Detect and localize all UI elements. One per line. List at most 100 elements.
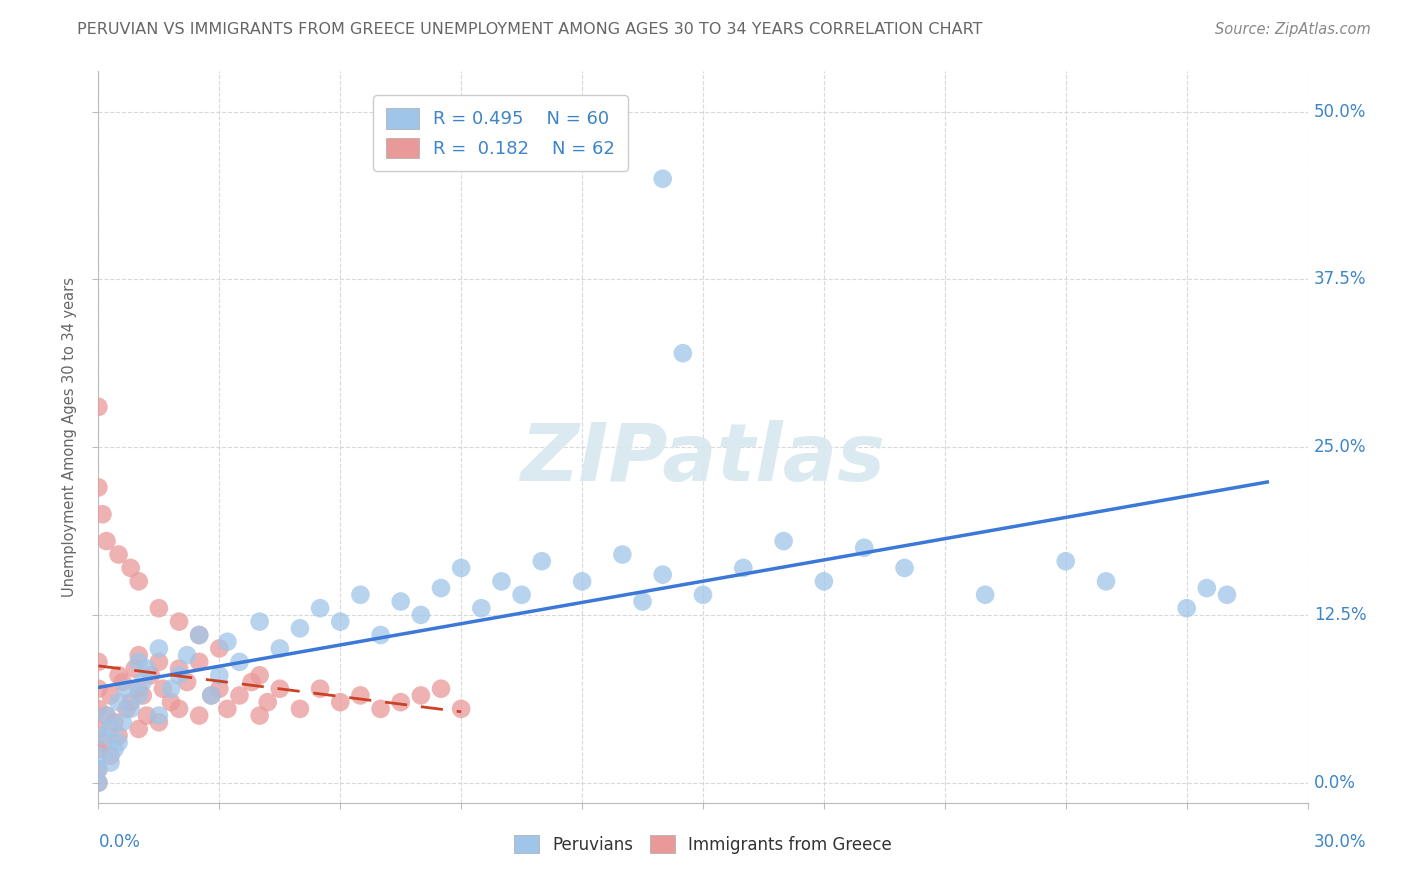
Point	[115, 702, 138, 716]
Point	[249, 668, 271, 682]
Point	[389, 695, 412, 709]
Text: ZIPatlas: ZIPatlas	[520, 420, 886, 498]
Text: 12.5%: 12.5%	[1313, 606, 1367, 624]
Point	[188, 655, 211, 669]
Point	[256, 695, 278, 709]
Point	[651, 567, 673, 582]
Point	[1195, 581, 1218, 595]
Point	[491, 574, 513, 589]
Point	[1216, 588, 1239, 602]
Point	[530, 554, 553, 568]
Point	[208, 668, 231, 682]
Point	[974, 588, 997, 602]
Point	[1054, 554, 1077, 568]
Point	[115, 681, 138, 696]
Point	[370, 628, 392, 642]
Point	[733, 561, 755, 575]
Point	[128, 689, 150, 703]
Point	[100, 748, 122, 763]
Point	[87, 775, 110, 789]
Point	[103, 715, 125, 730]
Point	[409, 607, 432, 622]
Text: Source: ZipAtlas.com: Source: ZipAtlas.com	[1215, 22, 1371, 37]
Point	[107, 668, 129, 682]
Point	[87, 681, 110, 696]
Point	[893, 561, 915, 575]
Text: 37.5%: 37.5%	[1313, 270, 1367, 288]
Point	[510, 588, 533, 602]
Point	[111, 675, 134, 690]
Point	[772, 534, 794, 549]
Point	[100, 689, 122, 703]
Point	[329, 615, 352, 629]
Point	[135, 662, 157, 676]
Point	[269, 641, 291, 656]
Point	[87, 722, 110, 736]
Point	[176, 675, 198, 690]
Point	[571, 574, 593, 589]
Point	[228, 655, 250, 669]
Point	[148, 708, 170, 723]
Point	[200, 689, 222, 703]
Y-axis label: Unemployment Among Ages 30 to 34 years: Unemployment Among Ages 30 to 34 years	[62, 277, 77, 597]
Point	[1175, 601, 1198, 615]
Point	[100, 756, 122, 770]
Point	[612, 548, 634, 562]
Point	[87, 742, 110, 756]
Point	[450, 561, 472, 575]
Point	[167, 668, 190, 682]
Point	[288, 702, 311, 716]
Text: 25.0%: 25.0%	[1313, 438, 1367, 456]
Point	[96, 708, 118, 723]
Text: 50.0%: 50.0%	[1313, 103, 1367, 120]
Point	[288, 621, 311, 635]
Point	[103, 742, 125, 756]
Point	[132, 689, 155, 703]
Point	[91, 508, 114, 522]
Point	[160, 681, 183, 696]
Point	[96, 534, 118, 549]
Text: PERUVIAN VS IMMIGRANTS FROM GREECE UNEMPLOYMENT AMONG AGES 30 TO 34 YEARS CORREL: PERUVIAN VS IMMIGRANTS FROM GREECE UNEMP…	[77, 22, 983, 37]
Point	[107, 735, 129, 749]
Point	[672, 346, 695, 360]
Point	[100, 722, 122, 736]
Point	[370, 702, 392, 716]
Point	[128, 655, 150, 669]
Text: 30.0%: 30.0%	[1313, 833, 1367, 851]
Text: 0.0%: 0.0%	[1313, 773, 1355, 792]
Point	[107, 548, 129, 562]
Point	[87, 702, 110, 716]
Point	[217, 634, 239, 648]
Point	[152, 681, 174, 696]
Point	[389, 594, 412, 608]
Point	[631, 594, 654, 608]
Point	[135, 708, 157, 723]
Point	[87, 775, 110, 789]
Point	[87, 762, 110, 776]
Legend: Peruvians, Immigrants from Greece: Peruvians, Immigrants from Greece	[508, 829, 898, 860]
Point	[148, 655, 170, 669]
Point	[167, 615, 190, 629]
Point	[217, 702, 239, 716]
Point	[853, 541, 876, 555]
Point	[139, 668, 162, 682]
Point	[91, 735, 114, 749]
Point	[249, 708, 271, 723]
Point	[111, 715, 134, 730]
Point	[107, 695, 129, 709]
Point	[128, 722, 150, 736]
Point	[128, 648, 150, 662]
Point	[430, 581, 453, 595]
Point	[124, 662, 146, 676]
Point	[329, 695, 352, 709]
Point	[349, 588, 371, 602]
Point	[96, 708, 118, 723]
Point	[128, 681, 150, 696]
Point	[120, 695, 142, 709]
Point	[240, 675, 263, 690]
Point	[87, 480, 110, 494]
Point	[269, 681, 291, 696]
Point	[167, 702, 190, 716]
Point	[160, 695, 183, 709]
Point	[409, 689, 432, 703]
